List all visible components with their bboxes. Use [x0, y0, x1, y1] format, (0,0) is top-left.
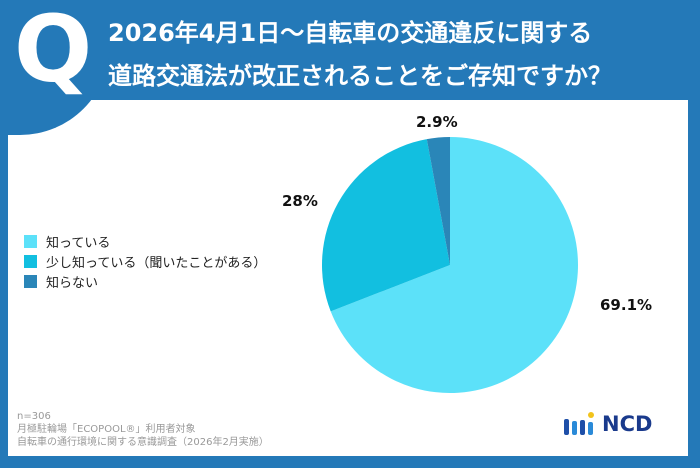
question-mark: Q	[14, 0, 93, 103]
logo-mark-icon	[564, 412, 594, 435]
logo-text: NCD	[602, 412, 653, 436]
legend-label: 知っている	[46, 235, 111, 251]
slice-unknown	[426, 137, 450, 265]
legend-label: 知らない	[46, 275, 99, 291]
footnote: n=306 月極駐輪場「ECOPOOL®」利用者対象 自転車の通行環境に関する意…	[17, 410, 269, 449]
survey-target: 月極駐輪場「ECOPOOL®」利用者対象	[17, 424, 196, 435]
legend-item: 知っている	[24, 231, 266, 251]
sample-size: n=306	[17, 411, 51, 422]
legend-swatch	[24, 254, 37, 268]
data-label-known: 69.1%	[600, 296, 653, 314]
legend-swatch	[24, 234, 37, 248]
slice-somewhat	[322, 139, 450, 312]
slice-known	[330, 137, 578, 393]
data-label-unknown: 2.9%	[416, 113, 458, 131]
title-line-1: 2026年4月1日〜自転車の交通違反に関する	[108, 19, 593, 47]
legend: 知っている 少し知っている（聞いたことがある） 知らない	[24, 231, 266, 291]
data-label-somewhat: 28%	[282, 192, 318, 210]
title-line-2: 道路交通法が改正されることをご存知ですか？	[108, 62, 612, 90]
survey-name: 自転車の通行環境に関する意識調査（2026年2月実施）	[17, 437, 269, 448]
legend-label: 少し知っている（聞いたことがある）	[46, 255, 267, 271]
legend-item: 知らない	[24, 271, 266, 291]
legend-swatch	[24, 274, 37, 288]
legend-item: 少し知っている（聞いたことがある）	[24, 251, 266, 271]
ncd-logo: NCD	[562, 411, 652, 437]
